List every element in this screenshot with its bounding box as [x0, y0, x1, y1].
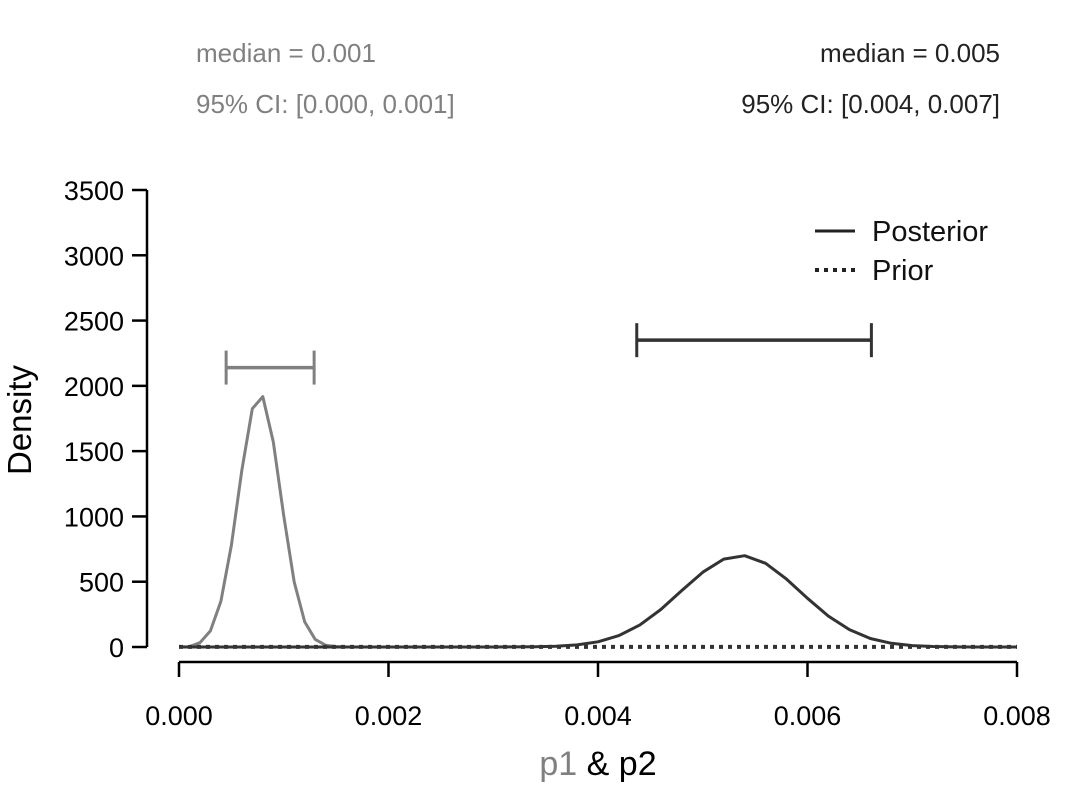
y-tick-label: 3000 — [64, 241, 124, 271]
p2-median-label: median = 0.005 — [820, 38, 1000, 68]
x-tick-label: 0.004 — [564, 701, 632, 731]
x-tick-label: 0.002 — [355, 701, 423, 731]
x-axis-label-p2: & p2 — [577, 745, 656, 783]
y-tick-label: 1000 — [64, 502, 124, 532]
y-tick-label: 2000 — [64, 372, 124, 402]
p2-ci-label: 95% CI: [0.004, 0.007] — [741, 89, 1000, 119]
p1-median-label: median = 0.001 — [196, 38, 376, 68]
x-tick-label: 0.008 — [983, 701, 1051, 731]
x-tick-label: 0.000 — [145, 701, 213, 731]
p1-credible-interval — [224, 350, 316, 385]
p2-posterior-line — [179, 554, 1017, 649]
y-tick-label: 3500 — [64, 176, 124, 206]
y-tick-label: 0 — [109, 633, 124, 663]
x-tick-label: 0.006 — [774, 701, 842, 731]
y-tick-label: 500 — [79, 568, 124, 598]
y-tick-label: 1500 — [64, 437, 124, 467]
x-axis-label-p1: p1 — [539, 745, 577, 783]
y-tick-label: 2500 — [64, 307, 124, 337]
p1-posterior-line — [178, 395, 389, 649]
legend-posterior-label: Posterior — [872, 216, 988, 248]
p1-ci-label: 95% CI: [0.000, 0.001] — [196, 89, 455, 119]
legend: Posterior Prior — [815, 216, 988, 287]
y-axis-label: Density — [1, 364, 38, 475]
legend-prior-label: Prior — [872, 255, 934, 287]
p2-credible-interval — [635, 323, 873, 358]
x-axis-label: p1 & p2 — [539, 745, 656, 783]
